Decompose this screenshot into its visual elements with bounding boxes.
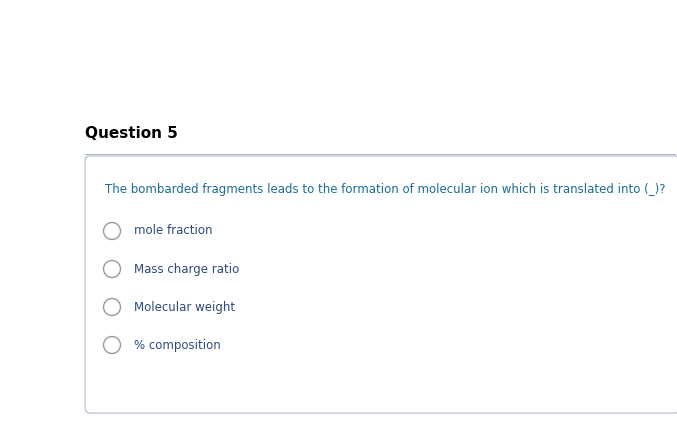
Circle shape xyxy=(104,261,121,277)
Text: mole fraction: mole fraction xyxy=(134,225,213,238)
Text: The bombarded fragments leads to the formation of molecular ion which is transla: The bombarded fragments leads to the for… xyxy=(105,182,665,196)
Circle shape xyxy=(104,337,121,354)
Text: Question 5: Question 5 xyxy=(85,126,178,141)
FancyBboxPatch shape xyxy=(85,156,677,413)
Circle shape xyxy=(104,299,121,316)
Text: Mass charge ratio: Mass charge ratio xyxy=(134,262,239,276)
Text: Molecular weight: Molecular weight xyxy=(134,300,235,314)
Text: % composition: % composition xyxy=(134,339,221,351)
Circle shape xyxy=(104,222,121,239)
